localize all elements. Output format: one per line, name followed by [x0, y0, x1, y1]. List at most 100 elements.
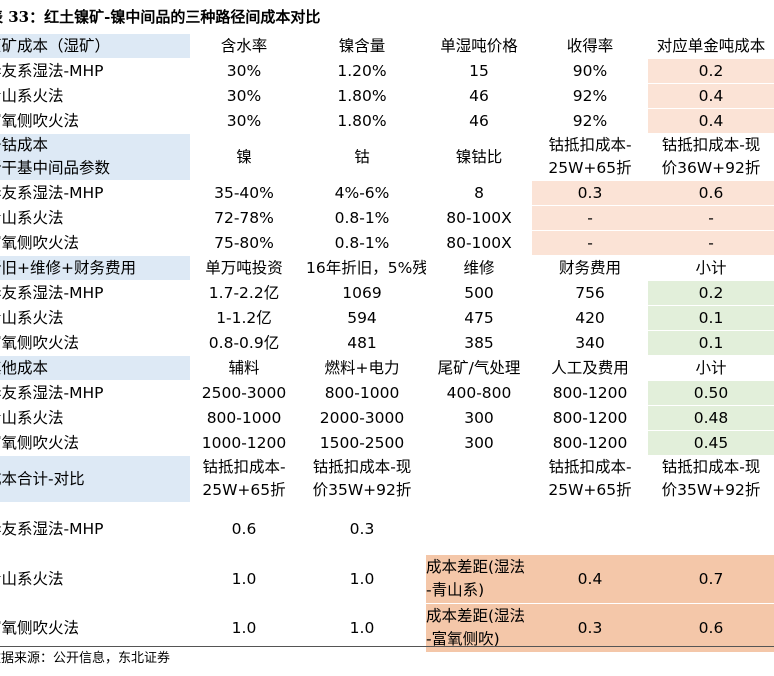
- highlight-cell: -: [532, 205, 648, 231]
- table-cell: 75-80%: [190, 230, 298, 256]
- section-label: 原矿成本（湿矿）: [0, 37, 111, 55]
- table-cell: 1.7-2.2亿: [190, 280, 298, 306]
- row-label: 富氧侧吹火法: [0, 234, 80, 252]
- row-label: 富氧侧吹火法: [0, 434, 80, 452]
- table-cell: 2000-3000: [298, 405, 426, 431]
- table-row: 富氧侧吹火法 30% 1.80% 46 92% 0.4: [0, 108, 774, 134]
- subtotal-cell: 0.2: [648, 280, 774, 306]
- column-header: 小计: [648, 355, 774, 381]
- table-row: 富氧侧吹火法 0.8-0.9亿 481 385 340 0.1: [0, 330, 774, 356]
- highlight-cell: -: [532, 230, 648, 256]
- table-row: 折旧+维修+财务费用 单万吨投资 16年折旧，5%残值 维修 财务费用 小计: [0, 255, 774, 281]
- row-label: 华友系湿法-MHP: [0, 62, 104, 80]
- table-cell: 72-78%: [190, 205, 298, 231]
- table-cell: 594: [298, 305, 426, 331]
- table-cell: 800-1200: [532, 405, 648, 431]
- table-cell: 92%: [532, 83, 648, 109]
- table-cell: 80-100X: [426, 205, 532, 231]
- table-cell: 46: [426, 83, 532, 109]
- table-row: 青山系火法 800-1000 2000-3000 300 800-1200 0.…: [0, 405, 774, 431]
- column-header: 钴抵扣成本- 25W+65折: [190, 455, 298, 503]
- table-cell: 800-1000: [190, 405, 298, 431]
- row-label: 富氧侧吹火法: [0, 112, 80, 130]
- table-cell: 1500-2500: [298, 430, 426, 456]
- table-cell: 30%: [190, 108, 298, 134]
- highlight-cell: 0.4: [648, 83, 774, 109]
- row-label: 富氧侧吹火法: [0, 334, 80, 352]
- table-row: 成本合计-对比 钴抵扣成本- 25W+65折 钴抵扣成本-现 价35W+92折 …: [0, 455, 774, 503]
- table-cell: 1.0: [298, 603, 426, 653]
- column-header: 尾矿/气处理: [426, 355, 532, 381]
- table-cell: 1.0: [298, 554, 426, 604]
- table-cell: 0.3: [298, 502, 426, 555]
- highlight-cell: -: [648, 230, 774, 256]
- row-label: 华友系湿法-MHP: [0, 184, 104, 202]
- subtotal-cell: 0.48: [648, 405, 774, 431]
- table-cell: 35-40%: [190, 180, 298, 206]
- column-header: 16年折旧，5%残值: [298, 255, 426, 281]
- table-cell: 1.0: [190, 603, 298, 653]
- subtotal-cell: 0.50: [648, 380, 774, 406]
- column-header: 财务费用: [532, 255, 648, 281]
- section-label: 折旧+维修+财务费用: [0, 259, 136, 277]
- table-cell: 90%: [532, 58, 648, 84]
- section-sublabel: 折干基中间品参数: [0, 159, 111, 177]
- column-header: 燃料+电力: [298, 355, 426, 381]
- column-header: 含水率: [190, 34, 298, 59]
- column-header: 钴抵扣成本-现 价35W+92折: [298, 455, 426, 503]
- highlight-cell: 0.4: [648, 108, 774, 134]
- column-header: 镍含量: [298, 34, 426, 59]
- table-cell: 0.8-1%: [298, 205, 426, 231]
- column-header: 小计: [648, 255, 774, 281]
- table-cell: 1.80%: [298, 83, 426, 109]
- cost-gap-cell: 0.4: [532, 554, 648, 604]
- table-cell: 500: [426, 280, 532, 306]
- cost-gap-label: 成本差距(湿法 -富氧侧吹): [426, 603, 532, 653]
- section-label: 成本合计-对比: [0, 469, 85, 488]
- table-cell: 481: [298, 330, 426, 356]
- table-cell: 0.8-1%: [298, 230, 426, 256]
- table-cell: 0.6: [190, 502, 298, 555]
- column-header: 辅料: [190, 355, 298, 381]
- table-cell: 2500-3000: [190, 380, 298, 406]
- row-label: 青山系火法: [0, 87, 64, 105]
- table-row: 青山系火法 30% 1.80% 46 92% 0.4: [0, 83, 774, 109]
- table-row: 其他成本 辅料 燃料+电力 尾矿/气处理 人工及费用 小计: [0, 355, 774, 381]
- table-cell: 30%: [190, 83, 298, 109]
- table-cell: 475: [426, 305, 532, 331]
- column-header: 对应单金吨成本: [648, 34, 774, 59]
- column-header: 人工及费用: [532, 355, 648, 381]
- table-cell: 1069: [298, 280, 426, 306]
- table-row: 富氧侧吹火法 1.0 1.0 成本差距(湿法 -富氧侧吹) 0.3 0.6: [0, 603, 774, 653]
- column-header: 收得率: [532, 34, 648, 59]
- table-cell: 80-100X: [426, 230, 532, 256]
- section-label: 去钴成本: [0, 136, 49, 154]
- table-cell: 800-1200: [532, 380, 648, 406]
- table-cell: 420: [532, 305, 648, 331]
- table-cell: 300: [426, 430, 532, 456]
- table-cell: 15: [426, 58, 532, 84]
- table-cell: 1.20%: [298, 58, 426, 84]
- table-row: 去钴成本 折干基中间品参数 镍 钴 镍钴比 钴抵扣成本- 25W+65折 钴抵扣…: [0, 133, 774, 181]
- column-header: 镍: [190, 133, 298, 181]
- table-cell: 756: [532, 280, 648, 306]
- table-row: 青山系火法 1-1.2亿 594 475 420 0.1: [0, 305, 774, 331]
- table-cell: 385: [426, 330, 532, 356]
- table-row: 青山系火法 72-78% 0.8-1% 80-100X - -: [0, 205, 774, 231]
- row-label: 青山系火法: [0, 309, 64, 327]
- table-row: 富氧侧吹火法 75-80% 0.8-1% 80-100X - -: [0, 230, 774, 256]
- table-cell: 1-1.2亿: [190, 305, 298, 331]
- table-cell: 8: [426, 180, 532, 206]
- section-label: 其他成本: [0, 359, 49, 377]
- table-cell: 4%-6%: [298, 180, 426, 206]
- table-cell: 340: [532, 330, 648, 356]
- column-header: 钴抵扣成本- 25W+65折: [532, 133, 648, 181]
- row-label: 华友系湿法-MHP: [0, 284, 104, 302]
- subtotal-cell: 0.1: [648, 330, 774, 356]
- highlight-cell: 0.6: [648, 180, 774, 206]
- table-row: 华友系湿法-MHP 30% 1.20% 15 90% 0.2: [0, 58, 774, 84]
- highlight-cell: 0.2: [648, 58, 774, 84]
- table-cell: 1.0: [190, 554, 298, 604]
- row-label: 华友系湿法-MHP: [0, 519, 104, 538]
- column-header: 镍钴比: [426, 133, 532, 181]
